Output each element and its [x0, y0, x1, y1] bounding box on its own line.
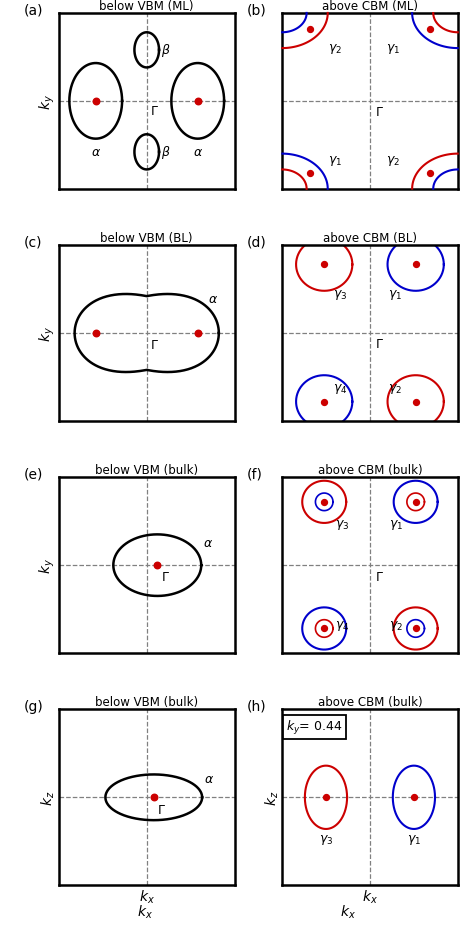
- Text: $\gamma_3$: $\gamma_3$: [319, 832, 333, 846]
- Title: above CBM (BL): above CBM (BL): [323, 232, 417, 245]
- Text: $\gamma_1$: $\gamma_1$: [389, 518, 403, 532]
- Text: $\gamma_2$: $\gamma_2$: [388, 382, 401, 396]
- Title: below VBM (bulk): below VBM (bulk): [95, 695, 198, 708]
- Y-axis label: $k_z$: $k_z$: [263, 790, 281, 806]
- Point: [426, 22, 434, 37]
- Y-axis label: $k_y$: $k_y$: [38, 558, 57, 574]
- Text: (d): (d): [247, 235, 266, 249]
- X-axis label: $k_x$: $k_x$: [362, 888, 378, 906]
- Text: $\gamma_1$: $\gamma_1$: [388, 287, 401, 302]
- Point: [306, 166, 314, 181]
- Text: $k_x$: $k_x$: [340, 902, 356, 920]
- Point: [320, 258, 328, 273]
- Title: below VBM (BL): below VBM (BL): [100, 232, 193, 245]
- Y-axis label: $k_z$: $k_z$: [40, 790, 57, 806]
- Text: $\alpha$: $\alpha$: [193, 146, 203, 159]
- Text: $\Gamma$: $\Gamma$: [150, 339, 159, 352]
- Text: $\alpha$: $\alpha$: [91, 146, 101, 159]
- Point: [320, 395, 328, 410]
- Y-axis label: $k_y$: $k_y$: [38, 325, 57, 341]
- Point: [154, 558, 161, 573]
- Text: (f): (f): [247, 467, 263, 481]
- Point: [92, 95, 100, 109]
- Text: $\gamma_4$: $\gamma_4$: [335, 618, 349, 632]
- Text: $\gamma_1$: $\gamma_1$: [407, 832, 421, 846]
- Text: $\gamma_3$: $\gamma_3$: [335, 518, 349, 532]
- Text: (c): (c): [24, 235, 42, 249]
- Title: above CBM (bulk): above CBM (bulk): [318, 695, 422, 708]
- Text: $\gamma_2$: $\gamma_2$: [328, 42, 342, 56]
- Title: above CBM (ML): above CBM (ML): [322, 0, 418, 13]
- Point: [306, 22, 314, 37]
- Title: below VBM (bulk): below VBM (bulk): [95, 464, 198, 476]
- Point: [194, 95, 201, 109]
- Text: $\alpha$: $\alpha$: [208, 293, 219, 306]
- Text: $\Gamma$: $\Gamma$: [375, 338, 384, 351]
- Text: $\Gamma$: $\Gamma$: [375, 106, 384, 120]
- Text: $k_x$: $k_x$: [137, 902, 153, 920]
- Point: [320, 495, 328, 510]
- Title: above CBM (bulk): above CBM (bulk): [318, 464, 422, 476]
- Text: $\alpha$: $\alpha$: [204, 772, 214, 785]
- Text: $\gamma_1$: $\gamma_1$: [328, 154, 342, 168]
- Point: [194, 326, 201, 341]
- Text: $\beta$: $\beta$: [161, 145, 170, 161]
- Text: $\gamma_2$: $\gamma_2$: [386, 154, 400, 168]
- Text: $\gamma_4$: $\gamma_4$: [333, 382, 347, 396]
- Point: [410, 790, 418, 805]
- Text: (b): (b): [247, 4, 266, 18]
- Point: [322, 790, 330, 805]
- Text: $\Gamma$: $\Gamma$: [150, 106, 159, 119]
- Text: $\gamma_1$: $\gamma_1$: [386, 42, 400, 56]
- Text: $\Gamma$: $\Gamma$: [157, 804, 166, 817]
- Text: $\beta$: $\beta$: [161, 43, 170, 59]
- Y-axis label: $k_y$: $k_y$: [38, 94, 57, 109]
- Text: (h): (h): [247, 699, 266, 713]
- Text: $\Gamma$: $\Gamma$: [161, 571, 170, 584]
- Text: $k_y$= 0.44: $k_y$= 0.44: [286, 718, 343, 736]
- Text: $\Gamma$: $\Gamma$: [375, 570, 384, 583]
- Text: $\alpha$: $\alpha$: [203, 536, 213, 549]
- Point: [320, 621, 328, 636]
- Point: [92, 326, 100, 341]
- Point: [412, 258, 419, 273]
- Text: (e): (e): [24, 467, 43, 481]
- Text: (a): (a): [24, 4, 43, 18]
- Point: [150, 790, 157, 805]
- Point: [412, 495, 419, 510]
- Title: below VBM (ML): below VBM (ML): [100, 0, 194, 13]
- Point: [426, 166, 434, 181]
- Text: (g): (g): [24, 699, 43, 713]
- Point: [412, 621, 419, 636]
- Text: $\gamma_3$: $\gamma_3$: [333, 287, 347, 302]
- Text: $\gamma_2$: $\gamma_2$: [389, 618, 403, 632]
- X-axis label: $k_x$: $k_x$: [139, 888, 155, 906]
- Point: [412, 395, 419, 410]
